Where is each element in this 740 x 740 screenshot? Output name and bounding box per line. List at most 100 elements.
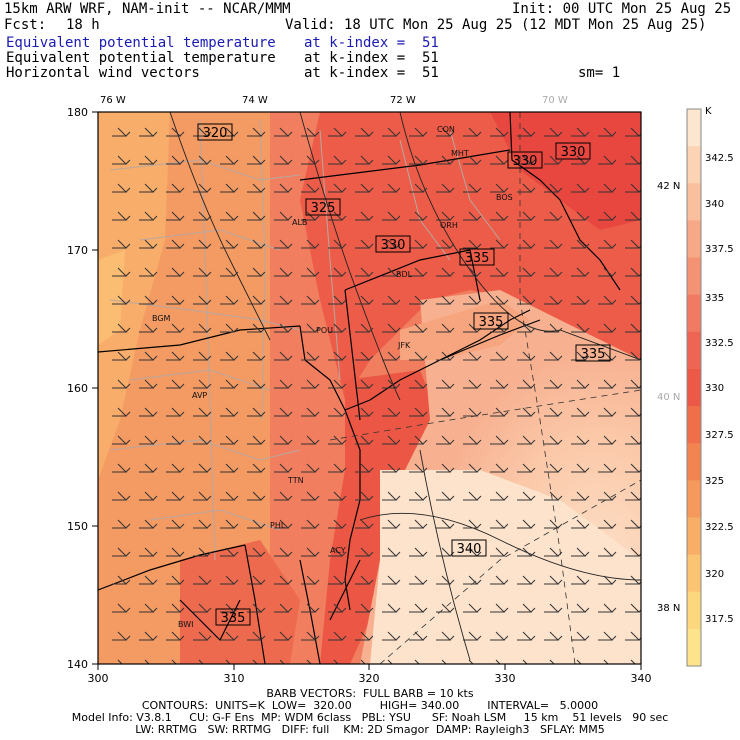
wind-barb [193,547,212,557]
colorbar-swatch [687,109,701,147]
wind-barb [139,183,158,193]
wind-barb [252,659,265,664]
wind-barb [598,351,617,361]
wind-barb [517,155,536,165]
wind-barb [247,211,266,221]
wind-barb [247,435,266,445]
wind-barb [301,519,320,529]
wind-barb [112,351,131,361]
wind-barb [328,463,347,473]
colorbar-tick: 342.5 [705,153,734,164]
y-tick-label: 140 [67,658,88,671]
wind-barb [301,267,320,277]
wind-barb [517,211,536,221]
wind-barb [490,603,509,613]
y-tick-label: 180 [67,106,88,119]
wind-barb [220,351,239,361]
wind-barb [544,211,563,221]
wind-barb [112,127,131,137]
wind-barb [625,547,641,557]
wind-barb [463,239,482,249]
wind-barb [409,631,428,641]
wind-barb [441,659,454,664]
wind-barb [139,127,158,137]
wind-barb [625,631,641,641]
wind-barb [436,239,455,249]
wind-barb [166,631,185,641]
wind-barb [328,379,347,389]
wind-barb [328,435,347,445]
colorbar-tick: 332.5 [705,338,734,349]
valid-time: Valid: 18 UTC Mon 25 Aug 25 (12 MDT Mon … [285,17,707,33]
wind-barb [544,239,563,249]
wind-barb [220,379,239,389]
wind-barb [139,603,158,613]
wind-barb [625,407,641,417]
wind-barb [409,127,428,137]
wind-barb [274,295,293,305]
wind-barb [463,463,482,473]
wind-barb [355,351,374,361]
wind-barb [409,491,428,501]
wind-barb [490,267,509,277]
model-title: 15km ARW WRF, NAM-init -- NCAR/MMM [4,1,291,17]
wind-barb [490,379,509,389]
wind-barb [166,239,185,249]
wind-barb [544,295,563,305]
wind-barb [355,407,374,417]
wind-barb [382,547,401,557]
wind-barb [571,127,590,137]
wind-barb [544,547,563,557]
wind-barb [112,183,131,193]
wind-barb [166,407,185,417]
wind-barb [436,351,455,361]
colorbar-swatch [687,331,701,370]
wind-barb [625,211,641,221]
forecast-label: Fcst: [4,17,47,33]
colorbar-swatch [687,443,701,481]
wind-barb [598,491,617,501]
wind-barb [220,519,239,529]
wind-barb [517,491,536,501]
wind-barb [382,491,401,501]
wind-barb [598,211,617,221]
station-label: BWI [178,620,193,629]
wind-barb [517,547,536,557]
contour-label: 335 [473,312,509,330]
wind-barb [193,491,212,501]
wind-barb [166,351,185,361]
wind-barb [436,211,455,221]
wind-barb [139,155,158,165]
wind-barb [382,407,401,417]
station-label: AVP [192,391,207,400]
wind-barb [517,575,536,585]
wind-barb [598,547,617,557]
wind-barb [301,463,320,473]
wind-barb [409,183,428,193]
wind-barb [571,435,590,445]
wind-barb [328,407,347,417]
wind-barb [247,407,266,417]
wind-barb [220,407,239,417]
wind-barb [598,519,617,529]
wind-barb [144,659,157,664]
wind-barb [598,463,617,473]
wind-barb [166,323,185,333]
wind-barb [387,659,400,664]
wind-barb [139,295,158,305]
wind-barb [166,603,185,613]
wind-barb [436,155,455,165]
wind-barb [274,603,293,613]
svg-text:335: 335 [479,315,504,330]
wind-barb [193,631,212,641]
wind-barb [193,267,212,277]
wind-barb [355,267,374,277]
wind-barb [468,659,481,664]
wind-barb [490,295,509,305]
wind-barb [382,323,401,333]
wind-barb [328,351,347,361]
wind-barb [355,519,374,529]
wind-barb [139,519,158,529]
wind-barb [279,659,292,664]
wind-barb [247,603,266,613]
